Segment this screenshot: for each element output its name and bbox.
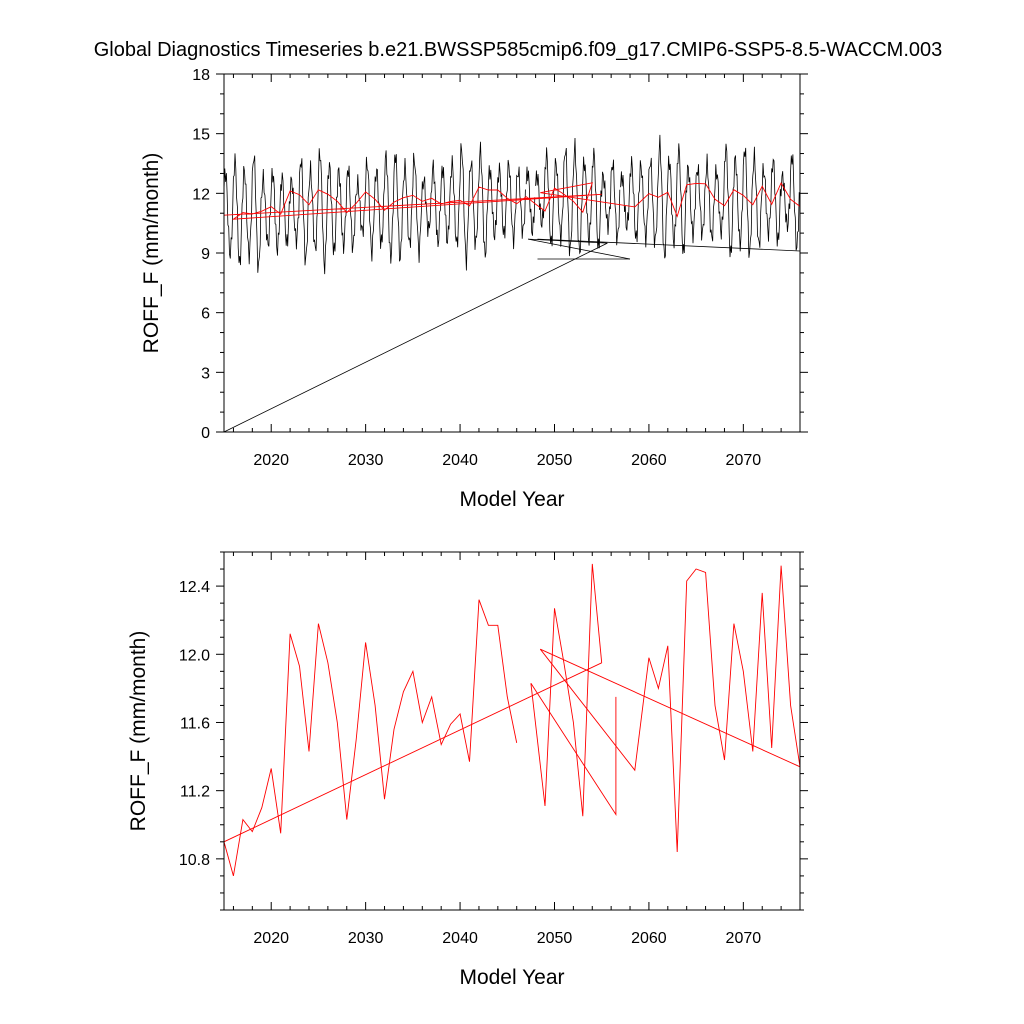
top-y-tick-label: 12 (192, 186, 210, 203)
bottom-x-tick-label: 2020 (253, 930, 289, 947)
top-monthly-line-segment (224, 141, 526, 275)
bottom-series-group (224, 563, 800, 877)
top-monthly-line-segment (620, 134, 800, 259)
figure-title: Global Diagnostics Timeseries b.e21.BWSS… (94, 39, 943, 61)
top-monthly-line-segment (525, 166, 536, 236)
top-y-tick-label: 0 (201, 425, 210, 442)
top-y-tick-label: 15 (192, 127, 210, 144)
bottom-x-tick-label: 2060 (631, 930, 667, 947)
top-x-tick-label: 2020 (253, 452, 289, 469)
bottom-plot-frame (223, 551, 801, 911)
bottom-y-tick-label: 12.0 (179, 647, 210, 664)
top-monthly-connector-line (528, 238, 631, 260)
bottom-y-tick-label: 10.8 (179, 852, 210, 869)
bottom-x-tick-label: 2030 (348, 930, 384, 947)
top-y-axis-label: ROFF_F (mm/month) (140, 153, 163, 354)
bottom-x-tick-label: 2050 (537, 930, 573, 947)
top-y-tick-label: 9 (201, 246, 210, 263)
bottom-annual-mean-roff-f-line (224, 662, 602, 843)
top-panel: 2020 2030 2040 2050 2060 2070 0 3 6 9 12 15 18 Model… (140, 67, 808, 511)
bottom-y-tick-label: 12.4 (179, 579, 210, 596)
bottom-y-axis-label: ROFF_F (mm/month) (127, 631, 150, 832)
bottom-annual-mean-roff-f-line (539, 565, 800, 853)
top-monthly-connector-line (224, 242, 608, 432)
top-y-tick-label: 6 (201, 306, 210, 323)
bottom-x-tick-label: 2040 (442, 930, 478, 947)
top-x-tick-label: 2050 (537, 452, 573, 469)
top-x-tick-label: 2030 (348, 452, 384, 469)
top-monthly-line-segment (535, 137, 621, 257)
bottom-plot-area: 2020 2030 2040 2050 2060 2070 10.8 11.2 11.6 12.0… (179, 551, 808, 947)
bottom-x-tick-label: 2070 (726, 930, 762, 947)
top-x-tick-label: 2060 (631, 452, 667, 469)
top-annual-mean-roff-f-line (224, 182, 800, 220)
bottom-y-tick-label: 11.6 (180, 715, 210, 732)
top-plot-frame (223, 73, 801, 433)
bottom-panel: 2020 2030 2040 2050 2060 2070 10.8 11.2 11.6 12.0… (127, 551, 808, 989)
bottom-y-tick-label: 11.2 (180, 784, 210, 801)
bottom-x-axis-label: Model Year (459, 966, 564, 989)
top-x-tick-label: 2040 (442, 452, 478, 469)
top-plot-area: 2020 2030 2040 2050 2060 2070 0 3 6 9 12 15 18 (192, 67, 808, 469)
bottom-annual-mean-roff-f-line (224, 599, 518, 877)
top-x-axis-label: Model Year (459, 488, 564, 511)
bottom-annual-mean-roff-f-line (530, 683, 617, 817)
bottom-annual-mean-roff-f-line (530, 563, 603, 817)
top-y-tick-label: 3 (201, 365, 210, 382)
top-y-tick-label: 18 (192, 67, 210, 84)
top-monthly-connector-line (537, 238, 800, 252)
top-monthly-connector-line (528, 238, 608, 244)
top-x-tick-label: 2070 (726, 452, 762, 469)
top-series-group (224, 134, 800, 432)
bottom-annual-mean-roff-f-line (540, 648, 800, 768)
